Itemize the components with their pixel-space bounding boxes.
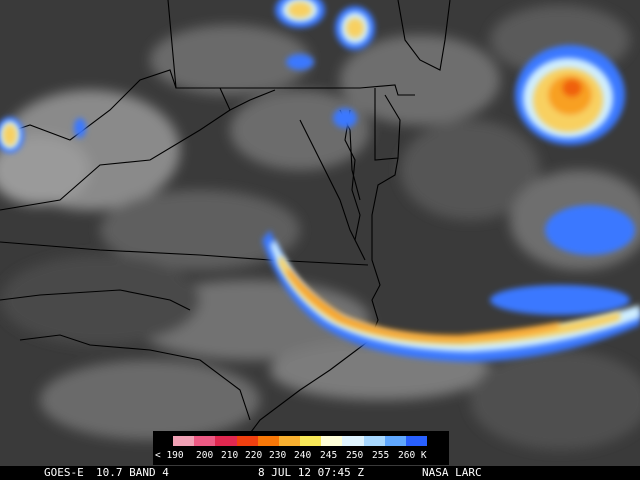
satellite-name: GOES-E — [44, 466, 84, 479]
tick-label: 200 — [196, 450, 214, 461]
tick-label: 245 — [320, 450, 338, 461]
tick-label: 210 — [221, 450, 239, 461]
tick-label: 260 K — [398, 450, 427, 461]
color-swatch — [384, 436, 406, 446]
tick-label: 250 — [346, 450, 364, 461]
image-caption: GOES-E 10.7 BAND 4 8 JUL 12 07:45 Z NASA… — [0, 466, 640, 480]
color-swatch — [194, 436, 216, 446]
color-scale-bar — [173, 436, 428, 446]
tick-label: 255 — [372, 450, 390, 461]
color-swatch — [173, 436, 195, 446]
color-swatch — [215, 436, 237, 446]
credit-label: NASA LARC — [422, 466, 482, 479]
color-swatch — [321, 436, 343, 446]
tick-label: 240 — [294, 450, 312, 461]
tick-label: 220 — [245, 450, 263, 461]
color-swatch — [342, 436, 364, 446]
band-label: 10.7 BAND 4 — [96, 466, 169, 479]
color-scale-ticks: < 190 200 210 220 230 240 245 250 255 26… — [155, 450, 447, 462]
datetime-label: 8 JUL 12 07:45 Z — [258, 466, 364, 479]
color-swatch — [363, 436, 385, 446]
tick-label: 230 — [269, 450, 287, 461]
tick-label: < 190 — [155, 450, 184, 461]
color-swatch — [405, 436, 428, 446]
coldest-cloud-tops — [3, 2, 620, 345]
color-scale-legend: < 190 200 210 220 230 240 245 250 255 26… — [153, 431, 449, 465]
color-swatch — [278, 436, 301, 446]
color-swatch — [300, 436, 322, 446]
color-swatch — [236, 436, 258, 446]
coastline — [244, 109, 399, 441]
color-swatch — [257, 436, 279, 446]
state-boundaries — [0, 0, 451, 421]
